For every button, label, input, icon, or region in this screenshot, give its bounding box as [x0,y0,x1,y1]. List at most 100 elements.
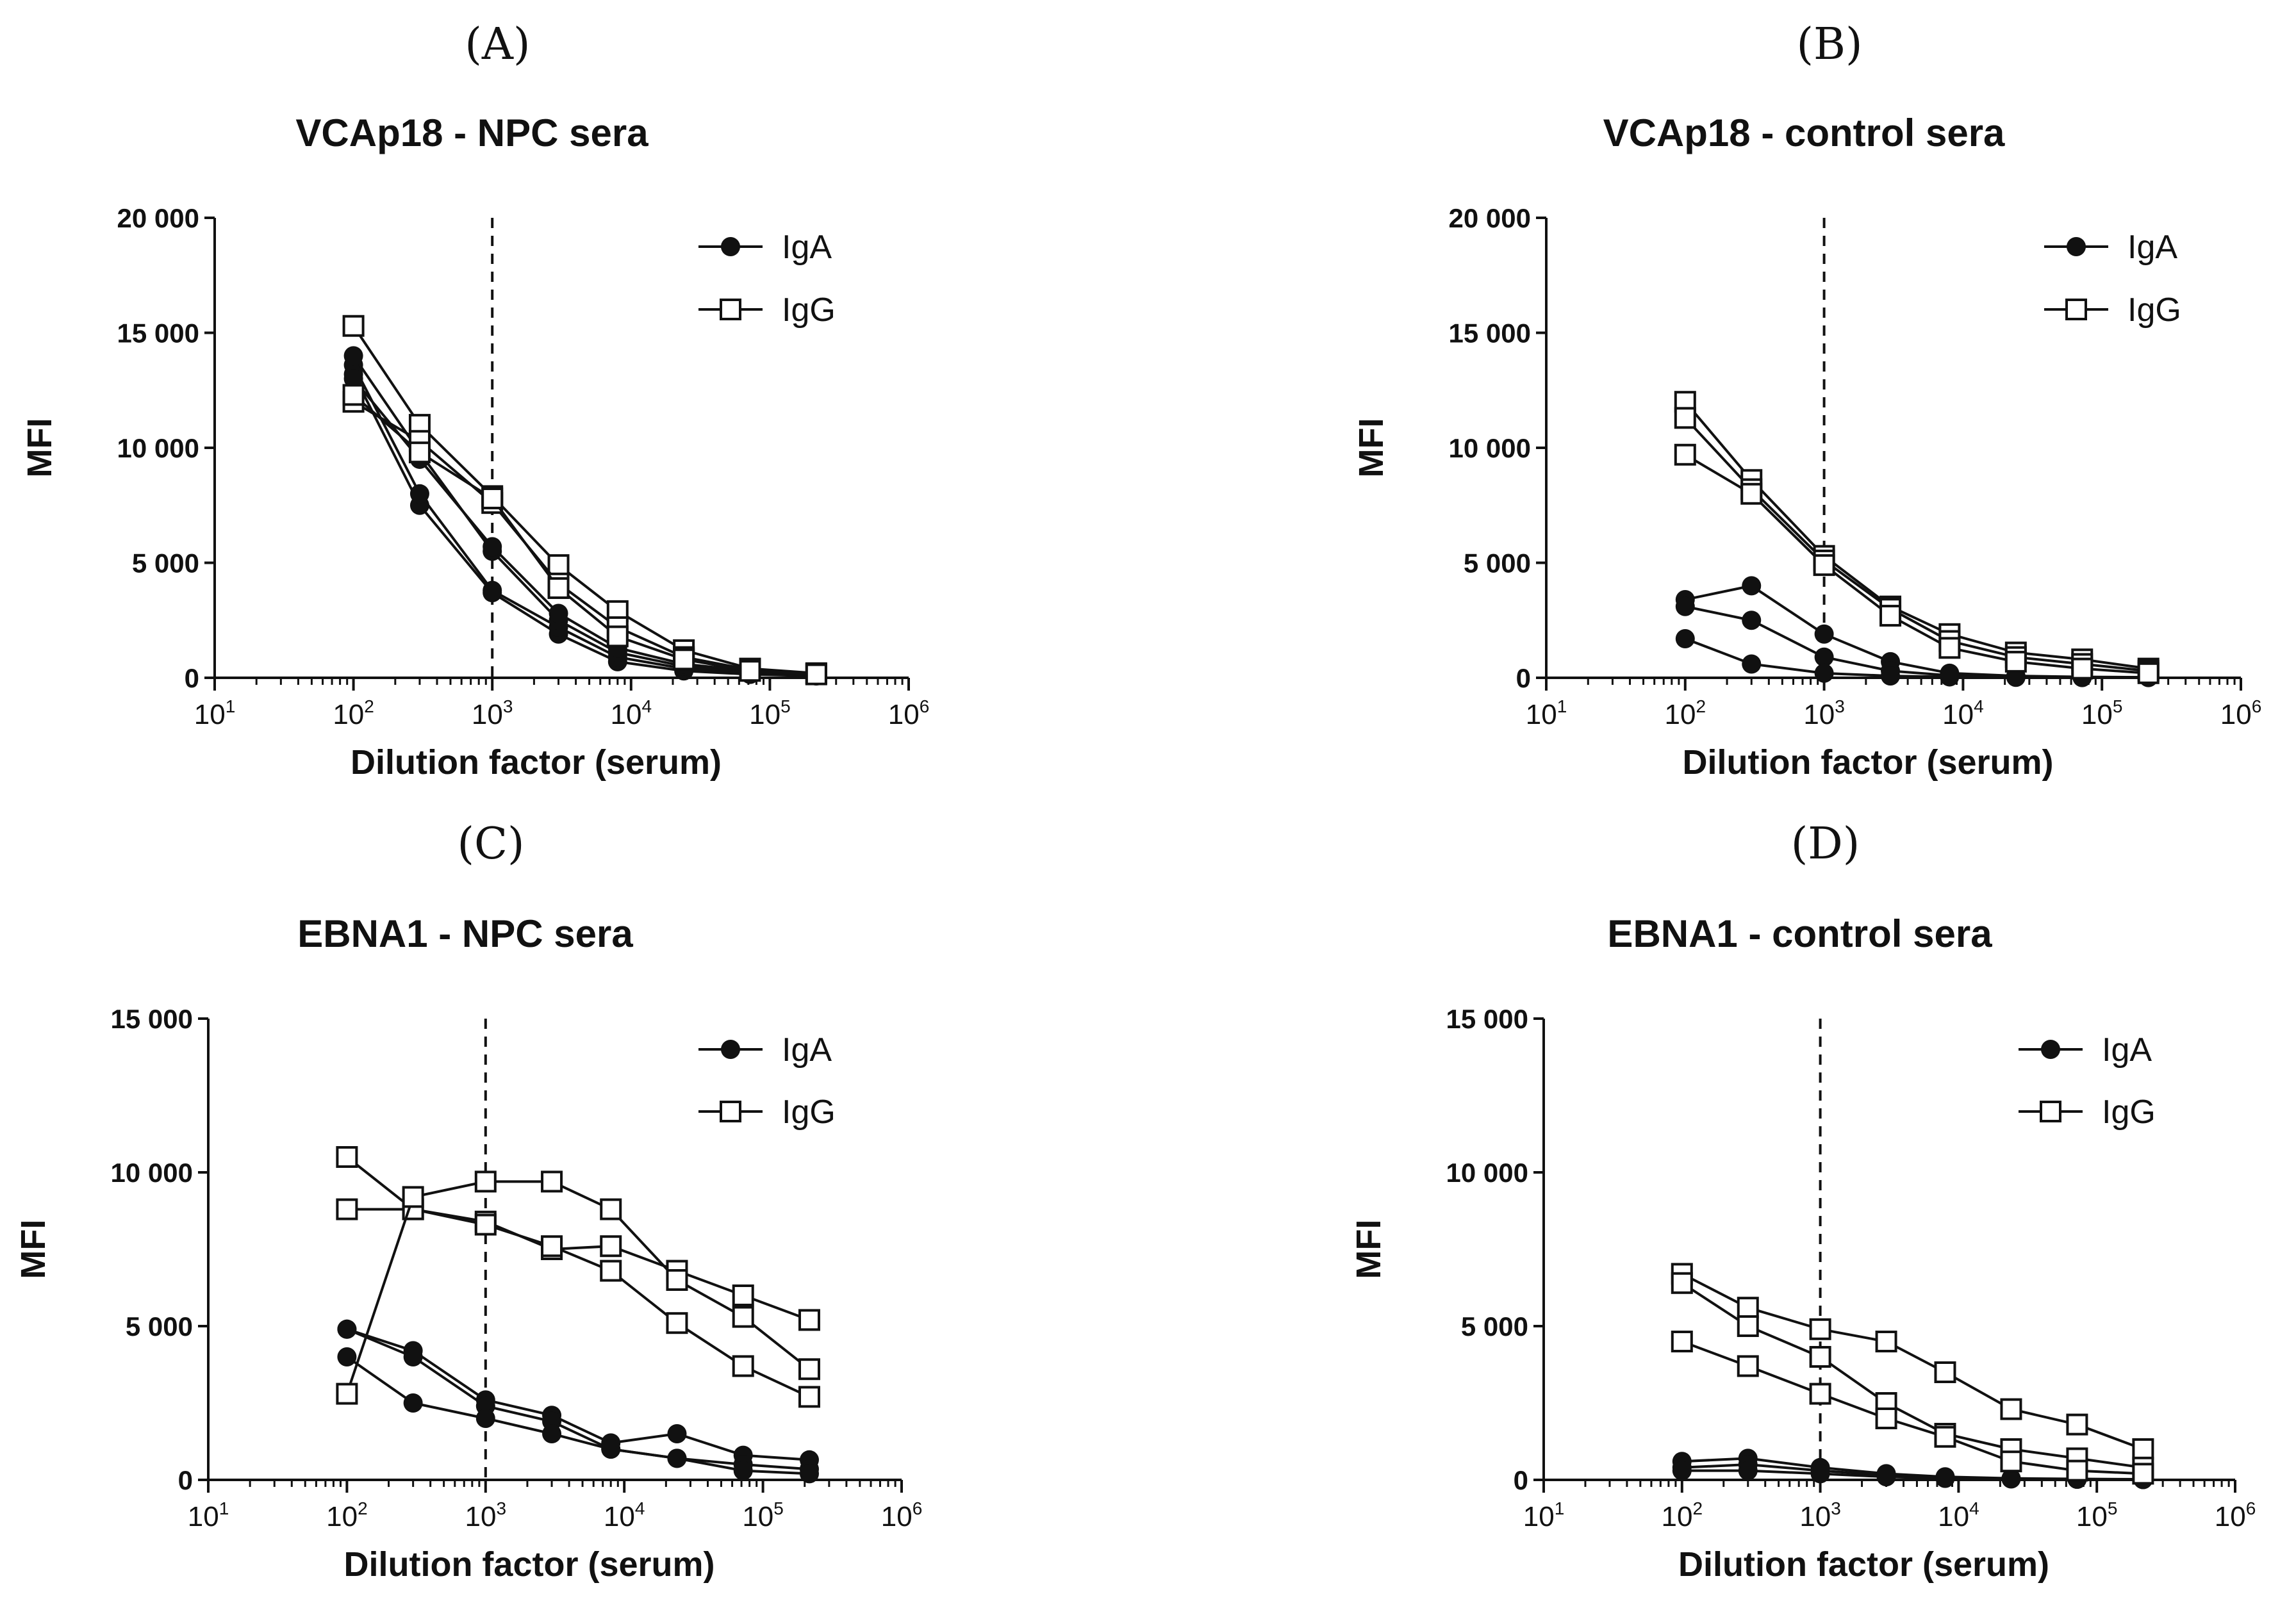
data-point-igg [408,441,431,464]
x-tick-label: 102 [1662,1498,1703,1532]
series-line [346,1327,810,1471]
data-point-igg [666,1269,688,1291]
data-point-igg [1934,1425,1956,1448]
x-tick-label: 106 [2220,696,2262,730]
data-point-igg [1737,1355,1759,1377]
chart-panel-d: (D) EBNA1 - control sera 0 5 000 10 000 15 00… [1350,819,2256,1584]
x-tick-label: 104 [1942,696,1984,730]
y-tick-label: 10 000 [111,1158,193,1188]
x-tick-label: 105 [2081,696,2123,730]
series-iga-1 [343,365,826,686]
data-point-igg [474,1213,497,1236]
panel-letter: (A) [465,19,530,70]
data-point-iga [1814,624,1834,644]
y-tick-label: 10 000 [117,433,199,463]
series-line [352,364,816,677]
data-point-igg [2004,650,2027,673]
x-tick-label: 102 [333,696,374,730]
data-point-igg [336,1146,358,1168]
series-line [1684,454,2149,675]
data-point-iga [403,1347,423,1366]
y-tick-label: 0 [185,663,199,693]
x-tick-label: 103 [1799,1498,1841,1532]
x-axis-label: Dilution factor (serum) [351,743,722,782]
data-point-iga [542,1424,562,1443]
data-point-iga [799,1464,819,1484]
series-igg-6 [336,1170,820,1405]
data-point-igg [342,384,365,406]
data-point-igg [2132,1463,2154,1485]
data-point-igg [1671,1331,1693,1352]
data-point-igg [673,648,695,671]
chart-title: EBNA1 - control sera [1607,912,1992,955]
data-point-iga [1935,1468,1955,1488]
series-line [346,1356,810,1475]
legend: IgA IgG [2019,1031,2156,1131]
series-line [1681,1469,2143,1481]
series-iga-3 [343,346,826,685]
x-tick-label: 104 [604,1498,645,1532]
data-point-iga [409,484,429,504]
y-tick-label: 5 000 [126,1311,193,1341]
series-line [347,1208,810,1399]
y-tick-label: 10 000 [1449,433,1531,463]
data-point-igg [2000,1450,2022,1473]
x-tick-label: 106 [888,696,930,730]
data-point-igg [1875,1407,1897,1429]
y-tick-label: 10 000 [1446,1158,1528,1188]
series-line [1684,416,2149,673]
panel-letter: (B) [1796,19,1862,70]
series-line [1681,1272,2144,1450]
legend-marker-iga [2067,237,2086,256]
panel-letter: (C) [457,819,524,869]
y-tick-label: 15 000 [111,1004,193,1034]
data-point-igg [1674,407,1696,429]
series-line [345,1180,811,1395]
legend-marker-iga [2041,1040,2060,1059]
data-point-iga [475,1409,495,1428]
y-tick-label: 15 000 [1446,1004,1528,1034]
data-point-iga [1814,663,1834,683]
legend-label-igg: IgG [2127,291,2181,329]
data-point-igg [1809,1346,1831,1368]
data-point-iga [343,346,363,366]
data-point-igg [342,315,365,337]
data-point-iga [1742,654,1762,674]
chart-title: VCAp18 - NPC sera [295,111,648,154]
data-point-igg [600,1259,622,1282]
data-point-igg [805,663,827,685]
data-point-iga [1810,1464,1830,1484]
x-axis-label: Dilution factor (serum) [1678,1545,2049,1584]
panel-letter: (D) [1791,819,1860,869]
data-point-iga [337,1347,357,1366]
series-line [352,393,816,676]
data-point-igg [600,1235,622,1258]
data-point-igg [732,1306,754,1328]
legend-marker-iga [721,1040,740,1059]
series-igg-5 [1674,407,2160,682]
x-tick-label: 105 [2076,1498,2118,1532]
data-point-iga [483,580,502,600]
x-tick-label: 104 [611,696,652,730]
data-point-igg [481,487,504,509]
data-point-igg [606,625,629,648]
legend-marker-igg [720,299,741,320]
series-iga-3 [337,1347,819,1484]
y-tick-label: 15 000 [117,318,199,349]
y-axis-label: MFI [1352,418,1391,478]
series-igg-6 [1671,1331,2154,1485]
data-point-iga [403,1393,423,1413]
data-point-iga [1940,667,1960,687]
data-point-igg [474,1170,497,1193]
legend-label-iga: IgA [2102,1031,2152,1069]
data-point-igg [2066,1459,2088,1482]
y-axis-label: MFI [14,1220,53,1279]
data-point-igg [739,660,761,682]
series-line [1684,400,2149,670]
data-point-igg [1674,443,1696,466]
data-point-iga [667,1448,687,1468]
chart-panel-c: (C) EBNA1 - NPC sera 0 5 000 10 000 15 000 101… [14,819,922,1584]
legend-label-igg: IgG [782,291,836,329]
data-point-igg [1809,1382,1831,1405]
